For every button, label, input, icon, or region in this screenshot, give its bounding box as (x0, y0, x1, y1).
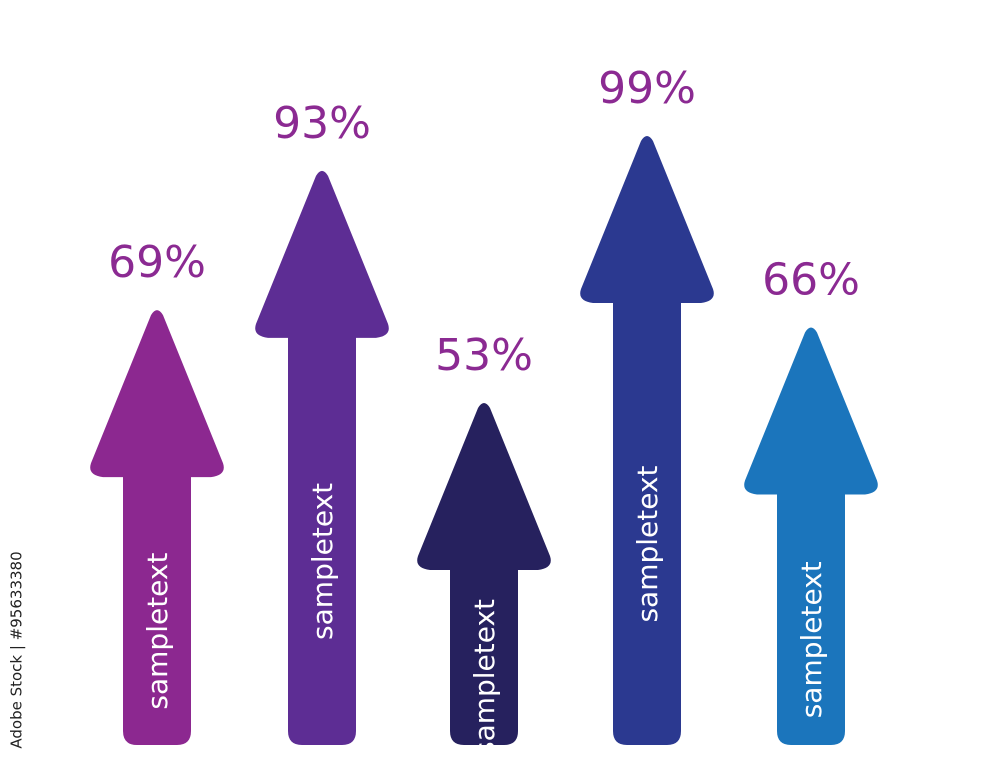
category-label-2: sampletext (306, 483, 339, 640)
stock-id-watermark: Adobe Stock | #95633380 (8, 551, 27, 749)
value-label-5: 66% (762, 255, 860, 306)
value-label-1: 69% (108, 237, 206, 288)
category-labels: sampletext sampletext sampletext sampletext… (141, 465, 828, 756)
value-label-2: 93% (273, 98, 371, 149)
category-label-4: sampletext (631, 465, 664, 622)
value-labels: 69% 93% 53% 99% 66% (108, 63, 860, 381)
arrow-bar-4 (580, 136, 714, 745)
value-label-3: 53% (435, 330, 533, 381)
arrow-bar-5 (744, 327, 878, 745)
arrow-bars (90, 136, 878, 745)
value-label-4: 99% (598, 63, 696, 114)
category-label-5: sampletext (795, 561, 828, 718)
arrow-bar-1 (90, 310, 224, 745)
category-label-1: sampletext (141, 553, 174, 710)
arrow-bar-2 (255, 170, 389, 745)
arrow-bar-3 (417, 402, 551, 745)
category-label-3: sampletext (468, 599, 501, 756)
